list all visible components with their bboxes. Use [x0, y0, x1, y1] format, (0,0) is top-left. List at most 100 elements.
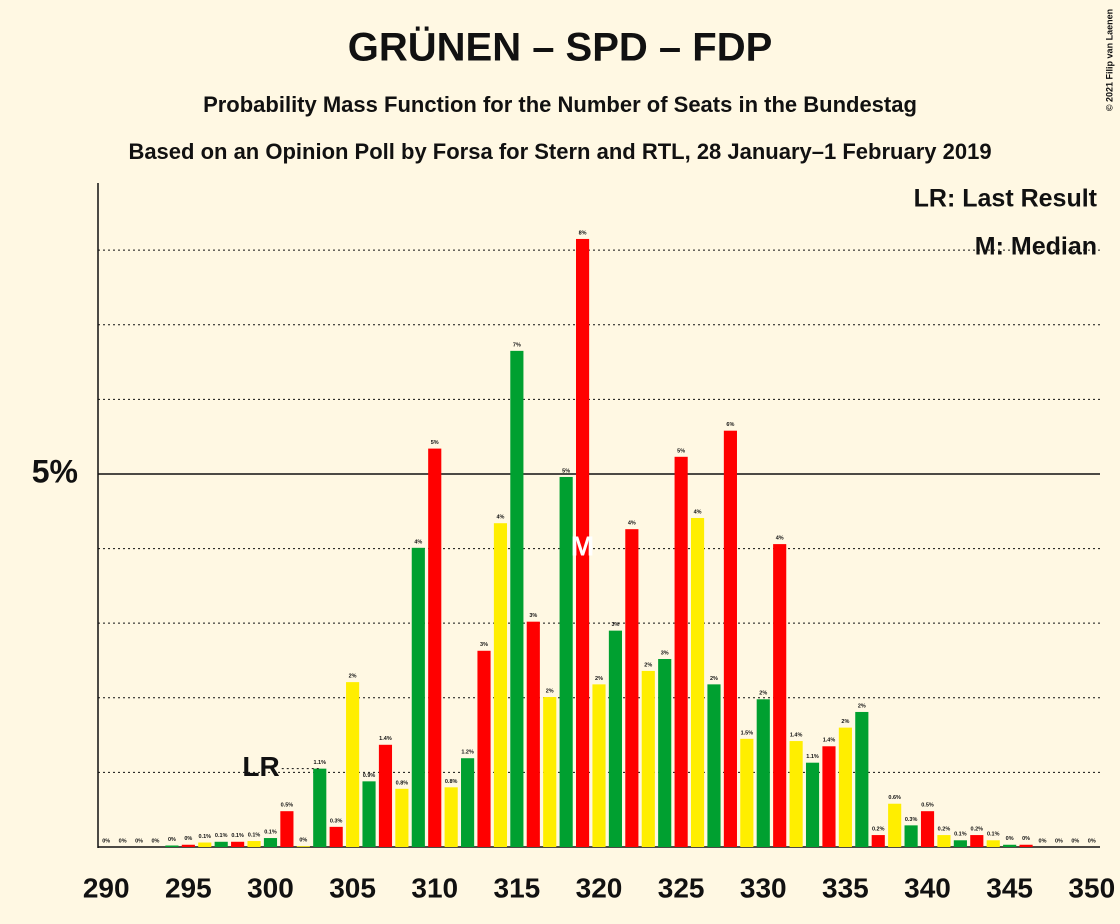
chart-subtitle: Based on an Opinion Poll by Forsa for St…: [128, 139, 991, 164]
bar: [1003, 844, 1017, 847]
bar: [510, 350, 524, 847]
x-tick-label: 350: [1068, 872, 1115, 903]
x-tick-label: 325: [658, 872, 705, 903]
bar: [953, 840, 967, 847]
value-label: 6%: [726, 422, 734, 428]
value-label: 0.2%: [938, 827, 951, 833]
value-label: 4%: [628, 521, 636, 527]
value-label: 0%: [102, 838, 110, 844]
value-label: 4%: [694, 509, 702, 515]
value-label: 0%: [168, 837, 176, 843]
x-tick-label: 290: [83, 872, 130, 903]
x-tick-label: 310: [411, 872, 458, 903]
bar: [920, 811, 935, 847]
value-label: 0.1%: [954, 832, 967, 838]
bar: [871, 835, 885, 847]
bar: [592, 684, 606, 847]
bar: [263, 838, 278, 847]
bar: [247, 841, 261, 847]
value-label: 3%: [661, 650, 669, 656]
value-label: 4%: [414, 539, 422, 545]
x-tick-label: 295: [165, 872, 212, 903]
value-label: 2%: [349, 674, 357, 680]
value-label: 0.5%: [921, 803, 934, 809]
value-label: 3%: [611, 622, 619, 628]
bar: [756, 699, 770, 847]
bar: [411, 547, 425, 847]
bar: [970, 835, 984, 847]
bar: [805, 762, 820, 847]
value-label: 3%: [480, 642, 488, 648]
value-label: 3%: [529, 613, 537, 619]
bar: [198, 842, 212, 847]
value-label: 5%: [562, 468, 570, 474]
bar: [313, 768, 327, 847]
value-label: 0%: [1022, 836, 1030, 842]
bar: [559, 476, 573, 847]
value-label: 7%: [513, 342, 521, 348]
value-label: 0%: [135, 838, 143, 844]
x-tick-label: 305: [329, 872, 376, 903]
value-label: 8%: [579, 230, 587, 236]
value-label: 1.2%: [461, 750, 474, 756]
value-label: 0.8%: [445, 779, 458, 785]
x-tick-label: 340: [904, 872, 951, 903]
bar: [576, 238, 590, 847]
value-label: 5%: [431, 440, 439, 446]
bar: [378, 744, 393, 847]
value-label: 1.1%: [806, 754, 819, 760]
bar: [214, 841, 228, 847]
bar: [280, 811, 294, 847]
value-label: 0.2%: [971, 827, 984, 833]
bar: [723, 430, 737, 847]
bar: [822, 746, 836, 847]
value-label: 0.1%: [248, 832, 261, 838]
bar: [395, 788, 409, 847]
bar: [690, 517, 705, 847]
bar: [181, 844, 195, 847]
value-label: 0%: [119, 838, 127, 844]
value-label: 0%: [1039, 838, 1047, 844]
legend-entry: M: Median: [975, 233, 1097, 261]
value-label: 0%: [152, 838, 160, 844]
bar: [329, 826, 343, 847]
value-label: 0.8%: [396, 780, 409, 786]
value-label: 2%: [841, 719, 849, 725]
value-label: 0%: [299, 838, 307, 844]
value-label: 2%: [595, 676, 603, 682]
value-label: 0%: [1071, 838, 1079, 844]
bar: [1019, 844, 1033, 847]
bar: [707, 684, 721, 847]
bar: [773, 544, 787, 847]
bar: [444, 787, 458, 847]
value-label: 2%: [858, 703, 866, 709]
bar: [608, 630, 622, 847]
bar: [543, 697, 557, 847]
bar: [674, 456, 688, 847]
value-label: 0%: [1088, 838, 1096, 844]
value-label: 0%: [1006, 836, 1014, 842]
x-tick-label: 315: [494, 872, 541, 903]
bar: [838, 727, 852, 847]
value-label: 0.2%: [872, 827, 885, 833]
value-label: 0.1%: [987, 832, 1000, 838]
value-label: 0.9%: [363, 773, 376, 779]
copyright: © 2021 Filip van Laenen: [1104, 9, 1114, 111]
value-label: 4%: [776, 536, 784, 542]
value-label: 1.4%: [823, 738, 836, 744]
bar: [362, 781, 376, 847]
legend-entry: LR: Last Result: [914, 185, 1098, 213]
x-tick-label: 330: [740, 872, 787, 903]
value-label: 1.4%: [379, 736, 392, 742]
x-tick-label: 300: [247, 872, 294, 903]
value-label: 1.4%: [790, 733, 803, 739]
bar: [461, 758, 475, 847]
value-label: 1.1%: [313, 760, 326, 766]
value-label: 0.3%: [330, 818, 343, 824]
last-result-label: LR: [242, 751, 279, 782]
bar: [428, 448, 442, 847]
bar: [493, 523, 508, 847]
value-label: 0.1%: [215, 833, 228, 839]
median-label: M: [571, 530, 594, 561]
